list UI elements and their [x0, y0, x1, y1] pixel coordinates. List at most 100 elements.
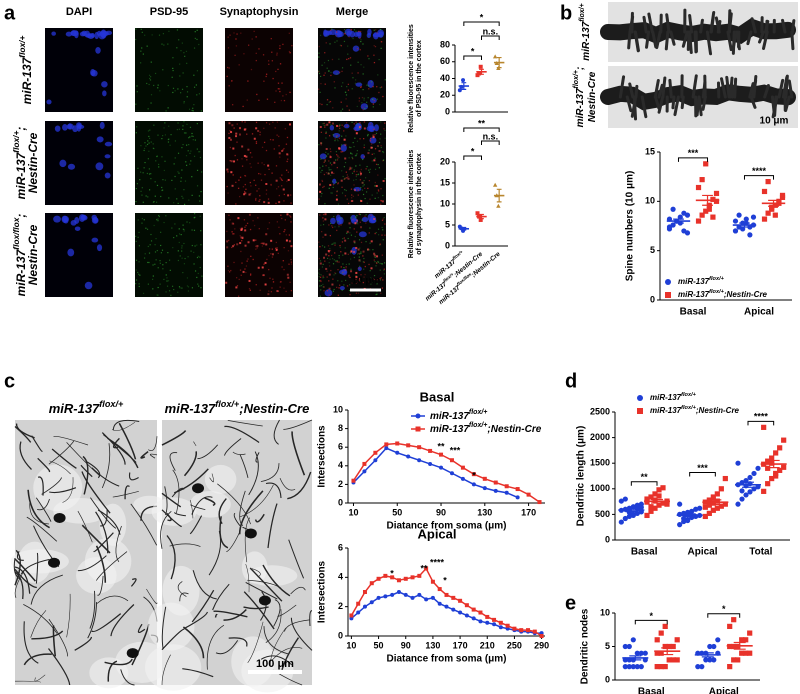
fluorescence-speck — [343, 271, 345, 273]
fluorescence-speck — [341, 192, 344, 194]
fluorescence-speck — [373, 45, 375, 47]
fluorescence-speck — [276, 134, 278, 136]
fluorescence-speck — [351, 88, 353, 90]
fluorescence-speck — [337, 157, 339, 159]
spine — [640, 95, 648, 119]
nucleus — [329, 125, 335, 131]
data-point — [362, 590, 367, 594]
fluorescence-speck — [166, 277, 168, 279]
fluorescence-speck — [188, 137, 190, 139]
neurite — [239, 490, 246, 527]
fluorescence-speck — [285, 290, 287, 293]
fluorescence-speck — [328, 255, 330, 257]
fluorescence-speck — [321, 245, 324, 247]
fluorescence-speck — [253, 179, 255, 181]
neurite — [77, 555, 107, 572]
data-point — [430, 579, 435, 584]
fluorescence-speck — [344, 143, 347, 146]
fluorescence-speck — [370, 283, 372, 285]
fluorescence-speck — [244, 175, 247, 177]
fluorescence-speck — [189, 222, 191, 224]
fluorescence-speck — [245, 155, 248, 158]
error-bar — [661, 647, 674, 656]
fluorescence-speck — [348, 275, 350, 277]
data-point — [666, 643, 672, 650]
neurite — [96, 595, 129, 604]
y-axis-title: Spine numbers (10 μm) — [625, 171, 636, 282]
fluorescence-speck — [346, 86, 348, 88]
fluorescence-speck — [227, 47, 230, 49]
fluorescence-speck — [338, 137, 340, 139]
x-axis-title: Diatance from soma (μm) — [386, 521, 506, 532]
fluorescence-speck — [366, 202, 368, 204]
fluorescence-speck — [380, 199, 382, 202]
fluorescence-speck — [255, 245, 257, 247]
fluorescence-speck — [324, 159, 326, 161]
fluorescence-speck — [155, 259, 157, 261]
neurite — [184, 611, 208, 629]
neurite — [290, 617, 313, 651]
fluorescence-speck — [264, 283, 267, 286]
fluorescence-speck — [286, 180, 288, 183]
fluorescence-speck — [334, 244, 336, 246]
fluorescence-speck — [168, 259, 171, 261]
neurite — [227, 420, 263, 427]
fluorescence-speck — [341, 70, 343, 73]
fluorescence-speck — [380, 86, 383, 88]
fluorescence-speck — [322, 223, 325, 226]
scale-bar-label: 10 μm — [760, 116, 789, 127]
fluorescence-speck — [283, 287, 285, 289]
spine — [628, 15, 635, 34]
fluorescence-speck — [162, 179, 164, 181]
fluorescence-speck — [145, 227, 147, 229]
fluorescence-speck — [250, 68, 253, 71]
data-point — [644, 512, 650, 519]
fluorescence-speck — [163, 278, 165, 281]
fluorescence-speck — [363, 261, 365, 263]
fluorescence-speck — [346, 230, 349, 233]
fluorescence-speck — [289, 281, 291, 283]
fluorescence-speck — [255, 141, 258, 143]
fluorescence-speck — [350, 146, 352, 149]
fluorescence-speck — [330, 192, 332, 194]
fluorescence-speck — [176, 198, 178, 200]
neurite — [31, 435, 43, 452]
fluorescence-speck — [333, 215, 335, 218]
fluorescence-speck — [348, 276, 350, 278]
fluorescence-speck — [288, 32, 290, 34]
fluorescence-speck — [328, 224, 330, 226]
fluorescence-speck — [326, 67, 328, 69]
fluorescence-speck — [334, 138, 336, 140]
fluorescence-speck — [338, 287, 340, 289]
fluorescence-speck — [322, 165, 324, 167]
spine — [664, 30, 670, 51]
fluorescence-speck — [350, 217, 352, 219]
fluorescence-speck — [135, 187, 137, 190]
fluorescence-speck — [349, 57, 352, 59]
fluorescence-speck — [384, 122, 386, 124]
fluorescence-speck — [328, 135, 331, 137]
fluorescence-speck — [382, 159, 385, 161]
fluorescence-speck — [344, 268, 347, 271]
fluorescence-speck — [147, 108, 149, 110]
fluorescence-speck — [290, 263, 293, 265]
fluorescence-speck — [286, 160, 288, 163]
fluorescence-speck — [373, 278, 376, 281]
data-point — [464, 603, 469, 608]
legend-label: miR-137flox/+;Nestin-Cre — [678, 289, 768, 299]
fluorescence-speck — [157, 286, 159, 289]
fluorescence-speck — [245, 224, 247, 227]
fluorescence-speck — [276, 188, 278, 190]
nucleus — [96, 244, 103, 252]
fluorescence-speck — [340, 101, 342, 103]
fluorescence-speck — [257, 162, 259, 164]
fluorescence-speck — [183, 203, 186, 205]
data-point — [417, 573, 422, 578]
fluorescence-speck — [231, 124, 234, 127]
neurite — [243, 606, 269, 610]
fluorescence-speck — [290, 245, 293, 248]
fluorescence-speck — [233, 32, 235, 34]
fluorescence-speck — [196, 38, 198, 41]
data-point — [478, 610, 483, 615]
data-point — [769, 475, 775, 482]
